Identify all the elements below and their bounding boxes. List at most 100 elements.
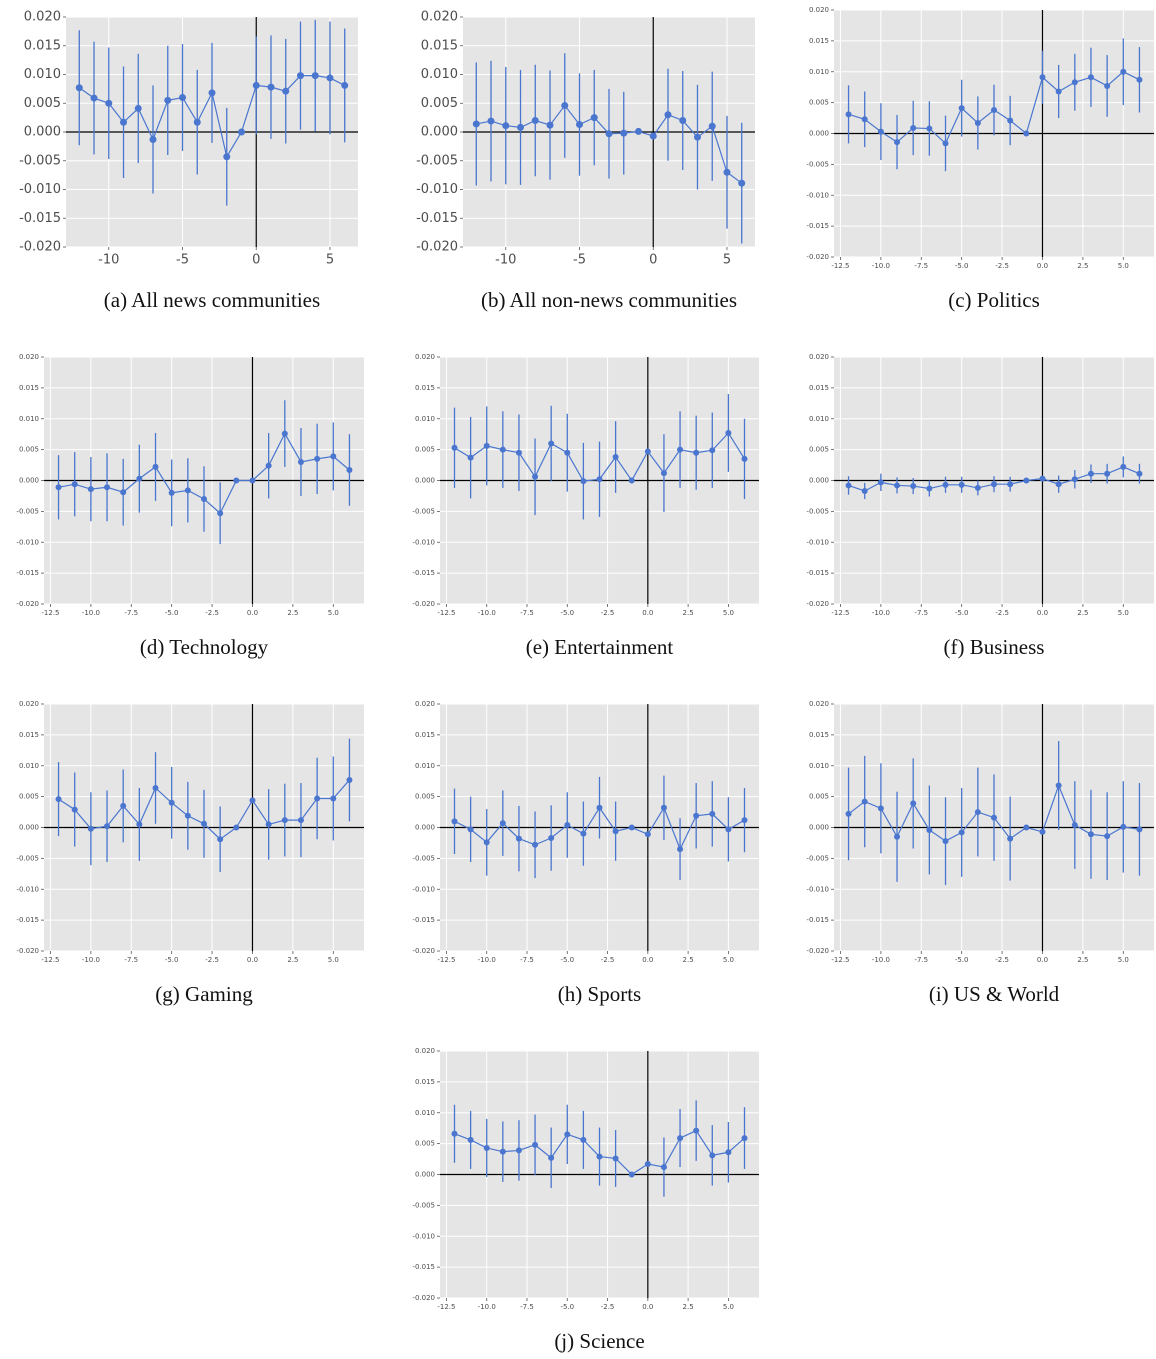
point [877,479,884,486]
y-tick-label: -0.005 [416,153,458,168]
point [499,1148,506,1155]
point [741,817,748,824]
caption: (d) Technology [140,635,269,659]
y-tick-label: -0.010 [412,885,435,893]
point [693,812,700,819]
point [926,485,933,492]
y-tick-label: 0.010 [415,415,435,423]
point [660,1164,667,1171]
y-tick-label: -0.015 [16,916,39,924]
x-tick-label: -5 [573,253,586,268]
y-tick-label: 0.005 [809,99,829,107]
point [576,121,584,129]
point [120,802,127,809]
y-tick-label: 0.000 [809,130,829,138]
point [341,81,349,89]
y-tick-label: 0.000 [24,125,61,140]
point [693,133,701,141]
point [634,127,642,135]
point [628,477,635,484]
point [451,1130,458,1137]
point [168,489,175,496]
y-tick-label: 0.005 [809,793,829,801]
y-tick-label: -0.005 [16,507,39,515]
x-tick-label: 0.0 [642,609,653,617]
y-tick-label: -0.005 [16,854,39,862]
point [249,477,256,484]
y-tick-label: -0.020 [806,600,829,608]
y-tick-label: 0.020 [809,700,829,708]
x-tick-label: -7.5 [914,262,928,270]
x-tick-label: -5.0 [560,609,574,617]
x-tick-label: 5.0 [723,609,734,617]
point [612,454,619,461]
point [531,117,539,124]
point [105,99,113,107]
y-tick-label: 0.005 [415,1140,435,1148]
point [709,810,716,817]
point [297,817,304,824]
point [628,824,635,831]
y-tick-label: 0.020 [415,1047,435,1055]
y-tick-label: 0.000 [809,477,829,485]
point [958,105,965,112]
point [580,830,587,837]
x-tick-label: -12.5 [831,609,849,617]
point [861,116,868,123]
point [314,455,321,462]
x-tick-label: 2.5 [1077,262,1088,270]
point [483,442,490,449]
x-tick-label: 2.5 [1077,956,1088,964]
point [346,776,353,783]
x-tick-label: 0 [252,253,260,268]
point [71,806,78,813]
point [725,826,732,833]
point [532,473,539,480]
x-tick-label: 5.0 [723,956,734,964]
x-tick-label: -10.0 [872,609,890,617]
point [612,828,619,835]
point [208,89,216,97]
point [223,153,231,161]
point [942,838,949,845]
y-tick-label: 0.000 [19,477,39,485]
point [1039,828,1046,835]
x-tick-label: -2.5 [205,956,219,964]
x-tick-label: 0 [649,253,657,268]
caption: (e) Entertainment [526,635,674,659]
point [55,484,62,491]
caption: (i) US & World [929,982,1060,1006]
point [926,826,933,833]
point [1071,822,1078,829]
x-tick-label: -10.0 [478,609,496,617]
point [233,477,240,484]
point [467,1136,474,1143]
y-tick-label: -0.010 [806,885,829,893]
point [1120,463,1127,470]
x-tick-label: -10.0 [82,956,100,964]
y-tick-label: 0.000 [809,824,829,832]
point [644,448,651,455]
y-tick-label: 0.015 [19,384,39,392]
y-tick-label: 0.020 [809,353,829,361]
point [517,123,525,131]
x-tick-label: 2.5 [683,609,694,617]
point [1007,117,1014,124]
x-tick-label: 5.0 [1118,956,1129,964]
y-tick-label: 0.015 [809,37,829,45]
point [612,1155,619,1162]
x-tick-label: -7.5 [520,609,534,617]
x-tick-label: -7.5 [520,956,534,964]
y-tick-label: 0.005 [19,793,39,801]
y-tick-label: -0.010 [16,885,39,893]
point [152,463,159,470]
point [451,444,458,451]
y-tick-label: 0.020 [421,10,458,25]
point [134,104,142,112]
y-tick-label: 0.015 [415,731,435,739]
x-tick-label: -5.0 [165,609,179,617]
y-tick-label: -0.015 [412,1263,435,1271]
y-tick-label: -0.005 [412,1201,435,1209]
x-tick-label: -5.0 [955,262,969,270]
x-tick-label: 5.0 [1118,609,1129,617]
